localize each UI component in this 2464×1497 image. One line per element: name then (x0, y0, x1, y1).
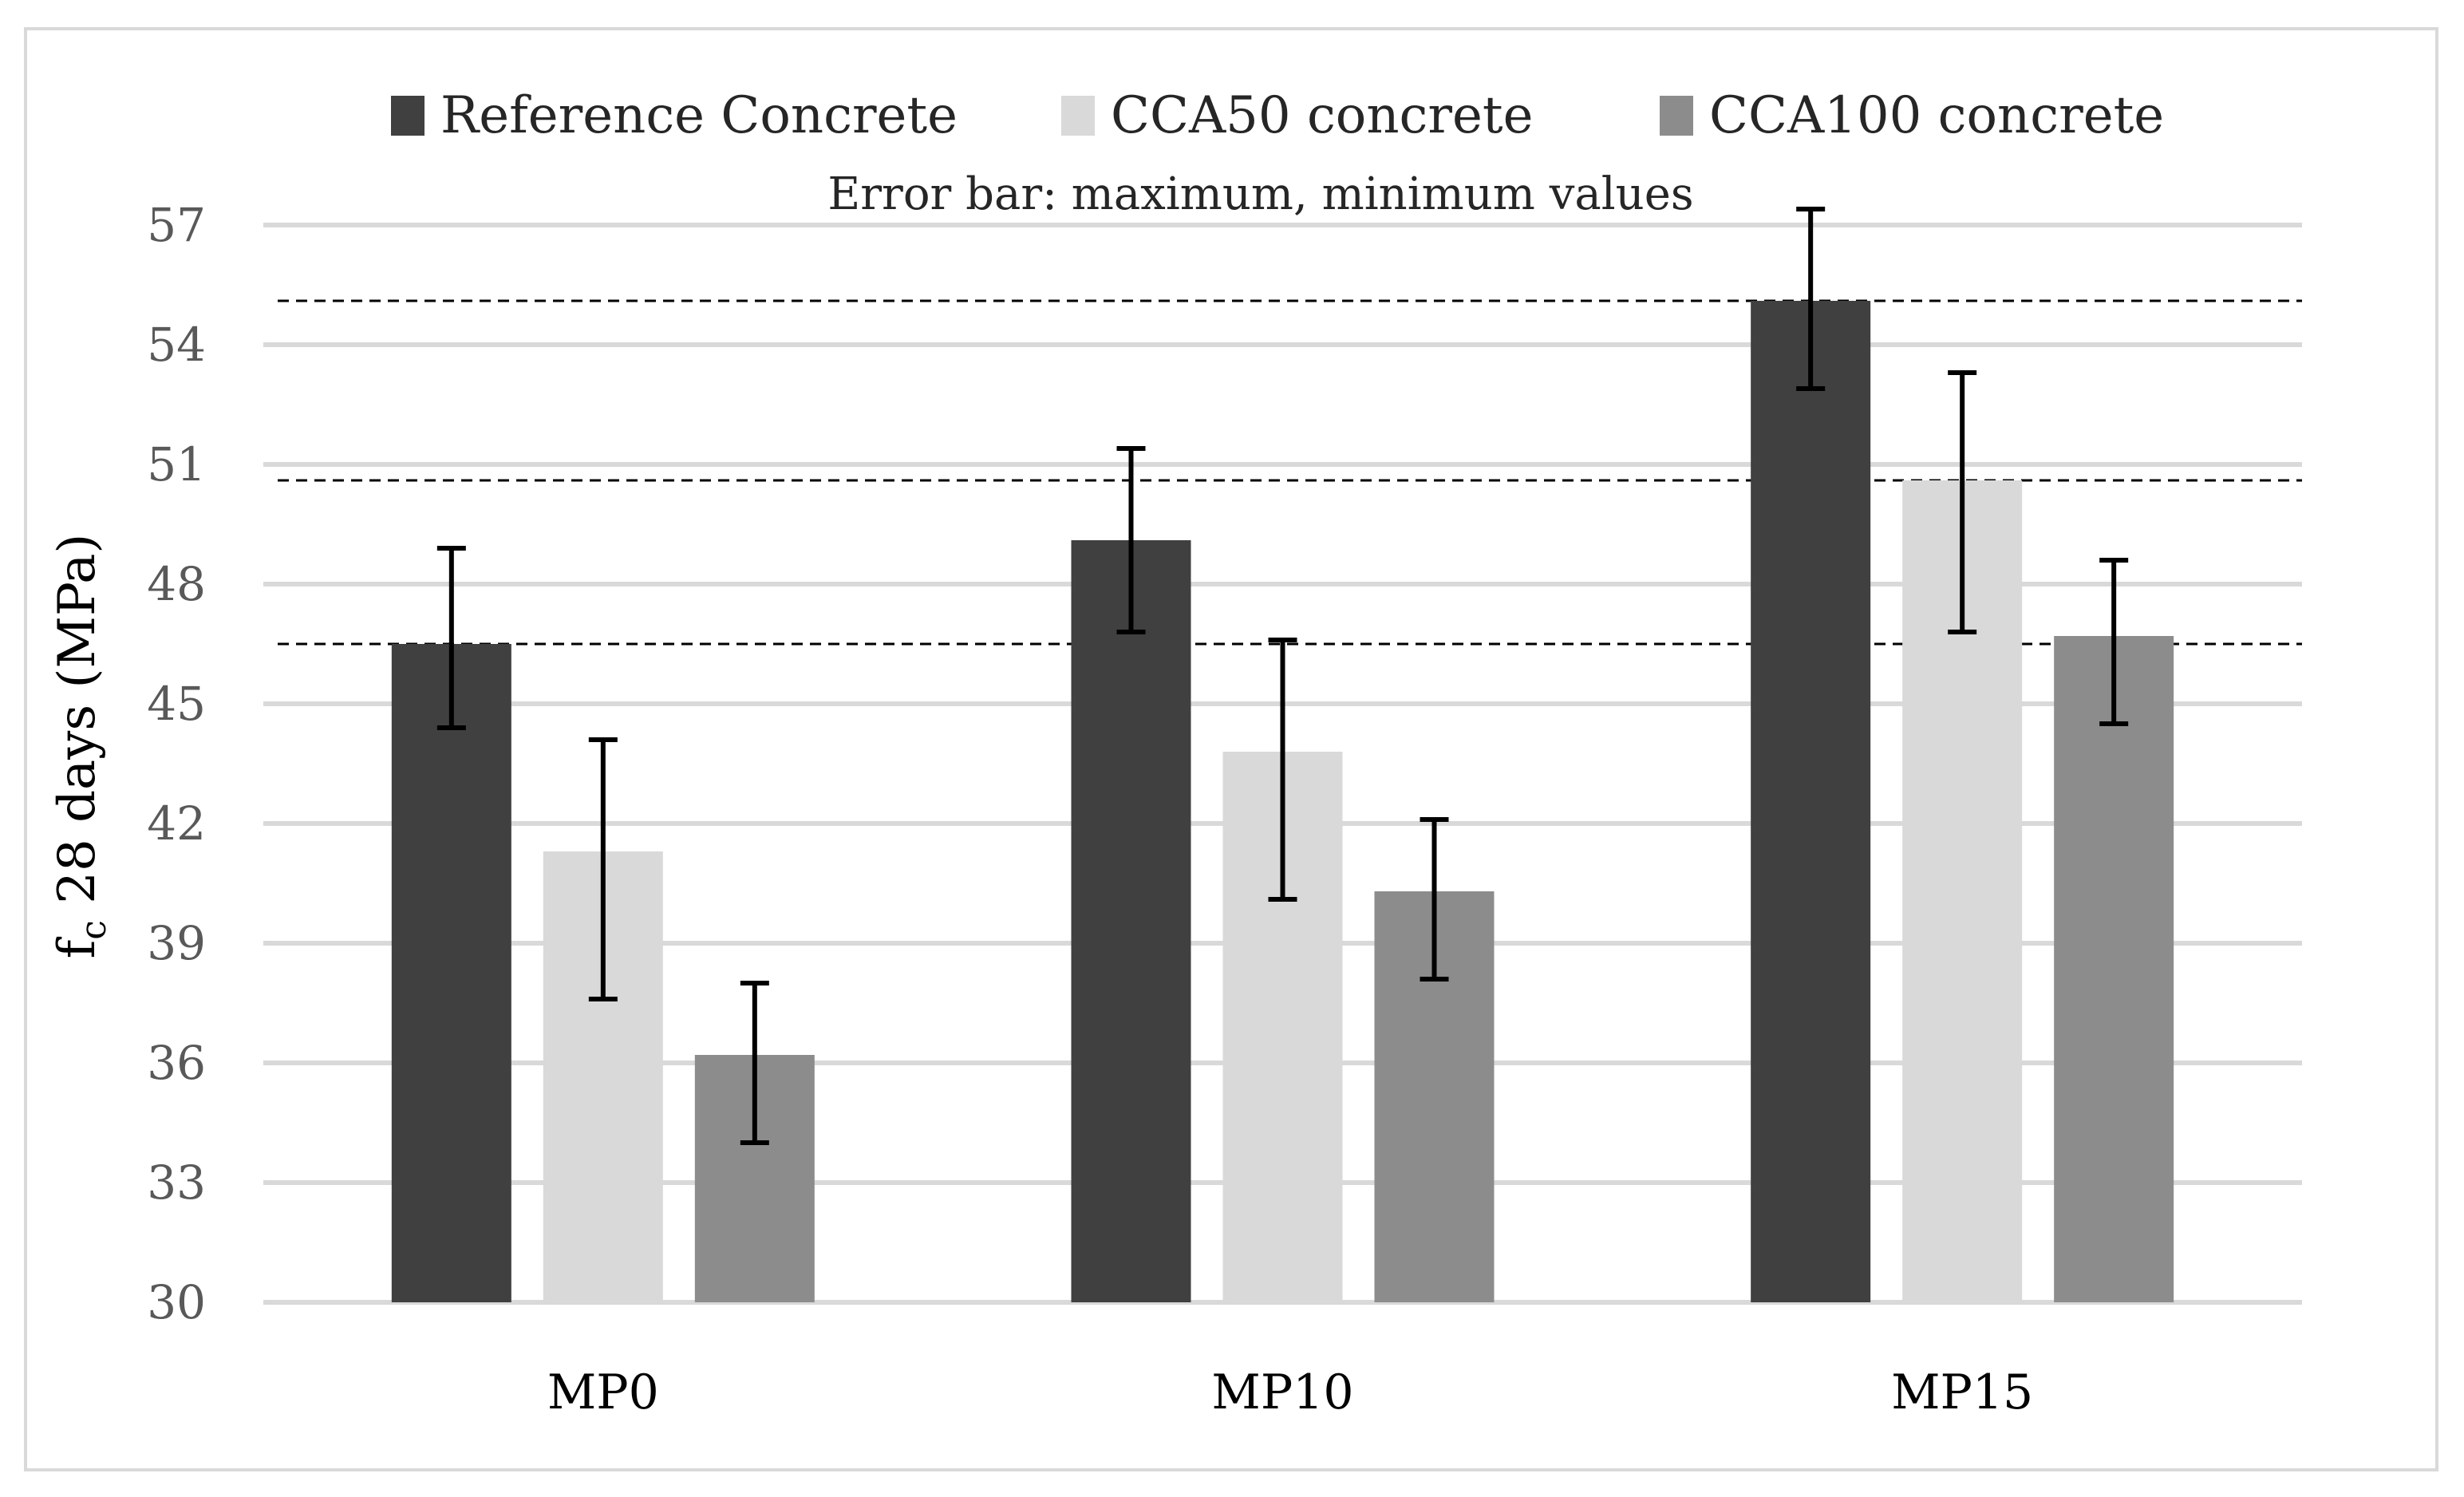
bar-mp10-series-1 (1071, 540, 1191, 1302)
y-tick-label: 54 (147, 318, 206, 372)
legend-label: CCA100 concrete (1709, 86, 2164, 145)
y-tick-label: 45 (147, 677, 206, 731)
y-tick-label: 48 (147, 557, 206, 611)
error-bar-mp15-series-1 (1796, 207, 1826, 391)
legend: Reference Concrete CCA50 concrete CCA100 c… (391, 86, 2164, 145)
error-bars (436, 207, 2129, 1145)
error-bar-mp0-series-2 (588, 737, 618, 1001)
y-tick-label: 33 (147, 1155, 206, 1210)
x-category-label: MP15 (1891, 1365, 2033, 1420)
y-axis-label-suffix: 28 days (MPa) (48, 534, 107, 920)
bar-mp15-series-1 (1751, 301, 1871, 1302)
x-category-labels: MP0 MP10 MP15 (547, 1365, 2033, 1420)
y-tick-label: 42 (147, 796, 206, 851)
legend-item-2: CCA50 concrete (1061, 86, 1533, 145)
reference-lines (278, 299, 2302, 646)
y-tick-label: 36 (147, 1036, 206, 1090)
legend-swatch (391, 96, 424, 136)
y-tick-label: 39 (147, 916, 206, 970)
legend-label: Reference Concrete (440, 86, 958, 145)
x-category-label: MP10 (1211, 1365, 1353, 1420)
error-bar-mp15-series-3 (2099, 558, 2129, 726)
bar-mp15-series-3 (2054, 636, 2174, 1302)
error-bar-mp15-series-2 (1948, 370, 1977, 634)
legend-swatch (1660, 96, 1693, 136)
error-bar-mp10-series-3 (1420, 817, 1449, 982)
y-tick-label: 51 (147, 437, 206, 492)
error-bar-mp10-series-2 (1268, 638, 1297, 902)
bar-mp0-series-1 (391, 644, 511, 1302)
legend-swatch (1061, 96, 1095, 136)
bars (391, 301, 2174, 1302)
x-category-label: MP0 (547, 1365, 659, 1420)
legend-label: CCA50 concrete (1111, 86, 1533, 145)
legend-item-3: CCA100 concrete (1660, 86, 2164, 145)
y-tick-label: 57 (147, 198, 206, 252)
y-axis-label-subscript: c (73, 920, 114, 940)
y-tick-labels: 30 33 36 39 42 45 48 51 54 57 (147, 198, 206, 1329)
error-bar-note: Error bar: maximum, minimum values (827, 168, 1693, 220)
legend-item-1: Reference Concrete (391, 86, 958, 145)
y-axis-label: fc 28 days (MPa) (48, 534, 114, 959)
y-axis-label-prefix: f (48, 936, 107, 958)
y-tick-label: 30 (147, 1275, 206, 1329)
error-bar-mp0-series-1 (436, 546, 466, 730)
error-bar-mp0-series-3 (740, 981, 769, 1145)
error-bar-mp10-series-1 (1116, 446, 1146, 634)
